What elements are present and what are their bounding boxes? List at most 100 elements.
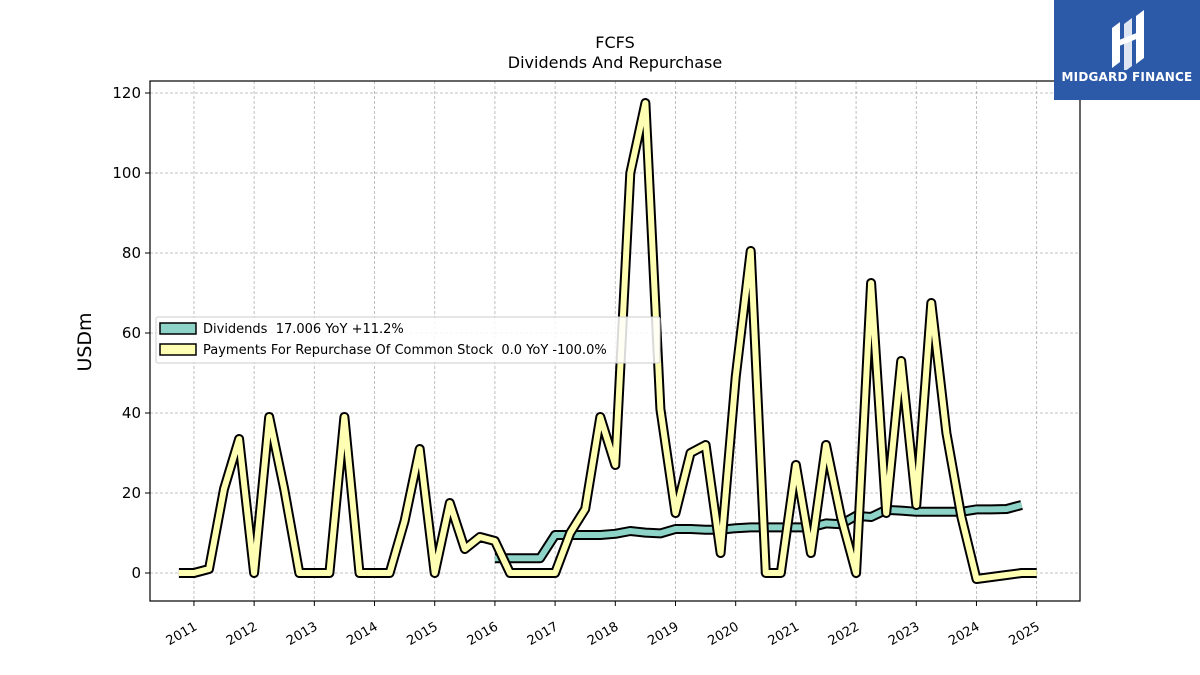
data-point-0 bbox=[615, 533, 616, 534]
data-point-1 bbox=[600, 417, 601, 418]
data-point-1 bbox=[570, 533, 571, 534]
x-tick-label: 2020 bbox=[706, 619, 742, 649]
x-tick-label: 2011 bbox=[164, 619, 200, 649]
x-tick-label: 2023 bbox=[886, 619, 922, 649]
data-point-1 bbox=[525, 573, 526, 574]
data-point-0 bbox=[931, 511, 932, 512]
y-tick-label: 80 bbox=[122, 244, 141, 262]
legend-box bbox=[155, 316, 661, 364]
data-point-1 bbox=[209, 569, 210, 570]
data-point-1 bbox=[464, 549, 465, 550]
data-point-1 bbox=[479, 537, 480, 538]
y-tick-label: 60 bbox=[122, 324, 141, 342]
data-point-1 bbox=[705, 445, 706, 446]
data-point-0 bbox=[826, 523, 827, 524]
data-point-0 bbox=[750, 527, 751, 528]
data-point-1 bbox=[299, 573, 300, 574]
x-tick-label: 2025 bbox=[1007, 619, 1043, 649]
data-point-1 bbox=[675, 513, 676, 514]
data-point-1 bbox=[810, 553, 811, 554]
chart-title: FCFS bbox=[595, 33, 634, 52]
data-point-0 bbox=[976, 509, 977, 510]
data-point-0 bbox=[600, 535, 601, 536]
data-point-1 bbox=[946, 433, 947, 434]
legend-label-repurchase: Payments For Repurchase Of Common Stock … bbox=[203, 343, 607, 358]
data-point-0 bbox=[645, 532, 646, 533]
data-point-0 bbox=[780, 527, 781, 528]
data-point-0 bbox=[660, 533, 661, 534]
x-tick-label: 2014 bbox=[344, 619, 380, 649]
data-point-1 bbox=[645, 103, 646, 104]
data-point-0 bbox=[555, 535, 556, 536]
legend-label-dividends: Dividends 17.006 YoY +11.2% bbox=[203, 322, 404, 337]
series-layer bbox=[178, 98, 1037, 584]
data-point-1 bbox=[991, 577, 992, 578]
legend: Dividends 17.006 YoY +11.2% Payments For… bbox=[155, 316, 661, 364]
data-point-0 bbox=[510, 558, 511, 559]
data-point-0 bbox=[585, 535, 586, 536]
data-point-1 bbox=[254, 573, 255, 574]
data-point-1 bbox=[374, 573, 375, 574]
data-point-0 bbox=[525, 558, 526, 559]
data-point-0 bbox=[705, 529, 706, 530]
data-point-0 bbox=[991, 509, 992, 510]
data-point-1 bbox=[510, 573, 511, 574]
logo-mark-icon bbox=[1112, 10, 1144, 70]
data-point-1 bbox=[961, 517, 962, 518]
data-point-1 bbox=[359, 573, 360, 574]
data-point-1 bbox=[871, 283, 872, 284]
data-point-0 bbox=[690, 529, 691, 530]
legend-swatch-repurchase bbox=[159, 343, 197, 356]
data-point-1 bbox=[750, 251, 751, 252]
data-point-1 bbox=[404, 521, 405, 522]
data-point-1 bbox=[826, 445, 827, 446]
x-tick-label: 2015 bbox=[405, 619, 441, 649]
data-point-1 bbox=[239, 439, 240, 440]
data-point-1 bbox=[555, 573, 556, 574]
data-point-1 bbox=[1036, 573, 1037, 574]
data-point-1 bbox=[494, 541, 495, 542]
data-point-0 bbox=[916, 511, 917, 512]
data-point-1 bbox=[630, 173, 631, 174]
data-point-1 bbox=[434, 573, 435, 574]
data-point-0 bbox=[1021, 505, 1022, 506]
y-tick-label: 40 bbox=[122, 404, 141, 422]
x-ticks: 2011 2012 2013 2014 2015 2016 2017 2018 2019 2020… bbox=[164, 601, 1043, 649]
data-point-1 bbox=[690, 453, 691, 454]
data-point-0 bbox=[1006, 509, 1007, 510]
data-point-0 bbox=[675, 529, 676, 530]
data-point-1 bbox=[329, 573, 330, 574]
logo-text: MIDGARD FINANCE bbox=[1061, 70, 1193, 84]
data-point-0 bbox=[540, 558, 541, 559]
data-point-1 bbox=[284, 489, 285, 490]
data-point-1 bbox=[1021, 573, 1022, 574]
data-point-1 bbox=[795, 465, 796, 466]
y-ticks: 0 20 40 60 80 100 120 bbox=[112, 84, 150, 582]
data-point-1 bbox=[765, 573, 766, 574]
data-point-1 bbox=[660, 409, 661, 410]
data-point-0 bbox=[795, 527, 796, 528]
data-point-1 bbox=[314, 573, 315, 574]
data-point-1 bbox=[615, 465, 616, 466]
series-line-0 bbox=[494, 502, 1023, 562]
data-point-1 bbox=[976, 579, 977, 580]
data-point-1 bbox=[389, 573, 390, 574]
x-tick-label: 2016 bbox=[465, 619, 501, 649]
data-point-1 bbox=[449, 503, 450, 504]
x-tick-label: 2021 bbox=[766, 619, 802, 649]
data-point-1 bbox=[269, 417, 270, 418]
data-point-1 bbox=[735, 377, 736, 378]
x-tick-label: 2022 bbox=[826, 619, 862, 649]
brand-logo: MIDGARD FINANCE bbox=[1054, 0, 1200, 100]
data-point-1 bbox=[931, 303, 932, 304]
data-point-1 bbox=[856, 573, 857, 574]
data-point-0 bbox=[494, 558, 495, 559]
data-point-1 bbox=[540, 573, 541, 574]
data-point-1 bbox=[585, 509, 586, 510]
y-tick-label: 120 bbox=[112, 84, 141, 102]
legend-swatch-dividends bbox=[159, 322, 197, 335]
data-point-0 bbox=[735, 528, 736, 529]
x-tick-label: 2017 bbox=[525, 619, 561, 649]
data-point-1 bbox=[193, 573, 194, 574]
data-point-1 bbox=[841, 517, 842, 518]
